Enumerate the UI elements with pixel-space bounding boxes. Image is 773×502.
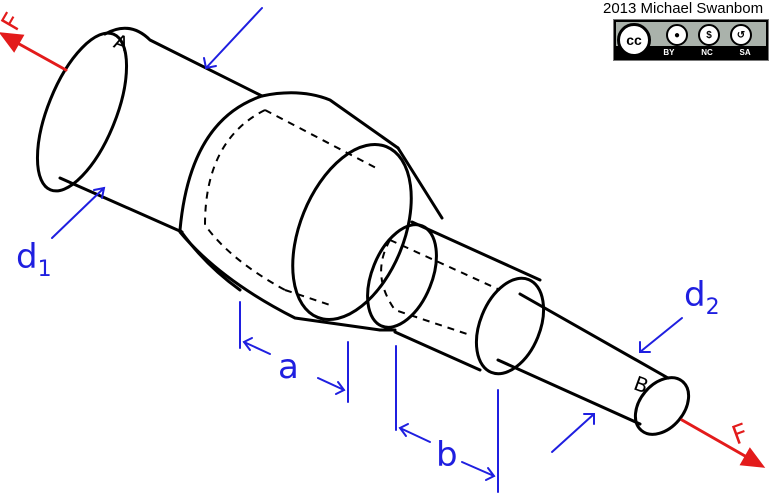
d1-top-arrowhead	[203, 57, 217, 70]
d2-bottom-leader	[551, 413, 595, 453]
taper-top	[396, 146, 444, 220]
nc-icon: $	[698, 24, 720, 46]
dim-b-line-left	[399, 427, 431, 443]
force-right-arrowhead	[739, 447, 766, 468]
force-left-label: F	[0, 8, 29, 36]
hub-back-face	[291, 143, 413, 321]
force-left-arrow	[10, 38, 68, 72]
hidden-hub-bottom	[284, 289, 331, 306]
cc-icon: cc	[617, 23, 651, 57]
dim-b-label: b	[436, 435, 458, 475]
hub-top	[260, 91, 400, 150]
shaft-end-b-face	[633, 376, 691, 436]
cc-badge-labels: BY NC SA	[650, 47, 764, 57]
dim-b-arrowhead-right	[485, 467, 496, 481]
d1-bottom-arrowhead	[93, 186, 106, 199]
shaft-end-a-face	[35, 31, 129, 193]
sa-label: SA	[739, 47, 751, 57]
mid-shaft-bottom	[393, 330, 482, 372]
d2-top-arrowhead	[639, 341, 651, 353]
hidden-hub-top	[264, 109, 381, 171]
nc-label: NC	[701, 47, 713, 57]
small-shaft-bottom	[496, 358, 642, 426]
hub-front-edge	[178, 94, 264, 292]
hidden-mid-inner	[380, 239, 471, 336]
d1-top-leader	[205, 7, 263, 69]
hidden-mid-top	[389, 239, 501, 291]
dim-b-line-right	[461, 461, 495, 477]
d1-bottom-leader	[51, 187, 105, 239]
d2-label: d2	[684, 275, 720, 320]
copyright-credit: 2013 Michael Swanbom	[603, 0, 764, 17]
force-right-arrow	[680, 418, 754, 462]
shaft-section-1-top	[103, 26, 264, 98]
mid-shaft-end-face	[474, 276, 546, 376]
d1-label: d1	[16, 237, 52, 282]
by-icon: ●	[666, 24, 688, 46]
mid-shaft-top	[410, 220, 542, 282]
end-b-label: B	[631, 371, 652, 398]
dim-a-label: a	[278, 347, 299, 387]
d2-top-leader	[639, 317, 683, 353]
hub-bottom	[178, 230, 382, 332]
dim-a-line-right	[317, 377, 345, 391]
small-shaft-top	[518, 292, 670, 380]
by-label: BY	[663, 47, 675, 57]
cc-license-badge[interactable]: cc ● $ ↺ BY NC SA	[613, 19, 769, 61]
shaft-section-1-bottom	[58, 176, 184, 234]
dim-a-arrowhead-right	[335, 381, 346, 395]
dim-b-arrowhead-left	[398, 423, 409, 437]
dim-a-arrowhead-left	[242, 337, 253, 351]
dim-a-line-left	[243, 341, 271, 355]
hidden-hub-inner	[203, 109, 286, 291]
force-left-arrowhead	[0, 32, 25, 53]
force-right-label: F	[728, 418, 752, 451]
d2-bottom-arrowhead	[583, 413, 595, 425]
sa-icon: ↺	[730, 24, 752, 46]
